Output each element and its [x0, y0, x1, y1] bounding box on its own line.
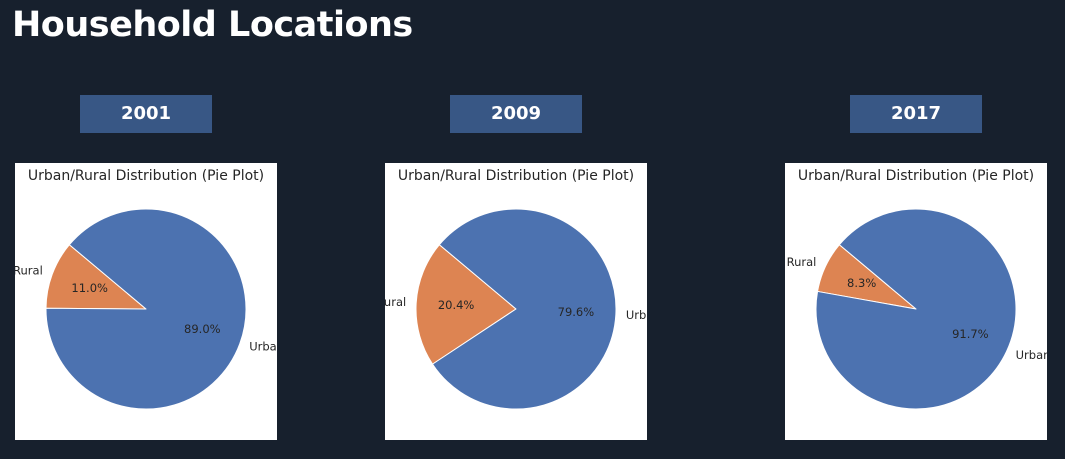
chart-panel-2001: 2001 Urban/Rural Distribution (Pie Plot)… [15, 95, 277, 440]
percent-label: 11.0% [71, 281, 108, 295]
pie-chart-card: Urban/Rural Distribution (Pie Plot) Rura… [785, 163, 1047, 440]
chart-panel-2009: 2009 Urban/Rural Distribution (Pie Plot)… [385, 95, 647, 440]
page-title: Household Locations [12, 5, 413, 45]
slice-label: Rural [787, 255, 817, 269]
year-badge: 2009 [450, 95, 582, 133]
pie-slice-urban [45, 208, 247, 410]
chart-title: Urban/Rural Distribution (Pie Plot) [398, 168, 634, 184]
pie-chart-card: Urban/Rural Distribution (Pie Plot) Rura… [15, 163, 277, 440]
pie-slice-rural [415, 244, 517, 365]
percent-label: 91.7% [952, 327, 989, 341]
chart-title: Urban/Rural Distribution (Pie Plot) [28, 168, 264, 184]
slice-label: Rural [15, 264, 43, 278]
percent-label: 8.3% [847, 276, 876, 290]
pie-chart-card: Urban/Rural Distribution (Pie Plot) Rura… [385, 163, 647, 440]
percent-label: 20.4% [438, 298, 475, 312]
slice-label: Urban [1016, 348, 1047, 362]
chart-title: Urban/Rural Distribution (Pie Plot) [798, 168, 1034, 184]
pie-chart-2009: Urban/Rural Distribution (Pie Plot) Rura… [385, 168, 647, 410]
pie-chart-2017: Urban/Rural Distribution (Pie Plot) Rura… [787, 168, 1047, 410]
pie-chart-2001: Urban/Rural Distribution (Pie Plot) Rura… [15, 168, 277, 410]
pie-slice-rural [45, 244, 147, 310]
pie-slice-urban [432, 208, 617, 410]
percent-label: 89.0% [184, 322, 221, 336]
slice-label: Rural [385, 295, 406, 309]
pie-slice-urban [815, 208, 1017, 410]
year-badge: 2017 [850, 95, 982, 133]
slice-label: Urban [249, 339, 277, 353]
year-badge: 2001 [80, 95, 212, 133]
slice-label: Urban [626, 308, 647, 322]
percent-label: 79.6% [558, 305, 595, 319]
chart-panel-2017: 2017 Urban/Rural Distribution (Pie Plot)… [785, 95, 1047, 440]
